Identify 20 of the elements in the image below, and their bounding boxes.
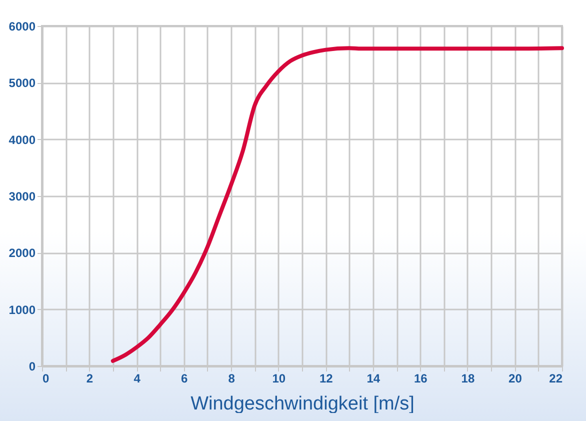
x-tick-label: 12 [319,372,334,386]
x-tick-label: 0 [42,372,50,386]
x-tick-label: 18 [461,372,475,386]
y-tick-label: 0 [28,360,36,374]
x-tick-label: 22 [549,372,563,386]
line-series [110,46,564,363]
x-tick-label: 20 [508,372,522,386]
y-tick-label: 4000 [8,132,36,147]
x-tick-label: 10 [272,372,286,386]
y-tick-label: 6000 [8,20,36,34]
y-tick-label: 1000 [8,302,36,317]
y-tick-label: 2000 [8,246,36,260]
x-tick-label: 6 [180,372,188,386]
x-tick-label: 14 [366,372,380,386]
y-tick-label: 3000 [8,190,36,204]
x-tick-label: 2 [86,372,94,386]
x-tick-label: 4 [134,372,141,386]
x-tick-label: 16 [414,372,428,386]
x-tick-label: 8 [228,372,236,386]
y-tick-label: 5000 [8,76,36,90]
